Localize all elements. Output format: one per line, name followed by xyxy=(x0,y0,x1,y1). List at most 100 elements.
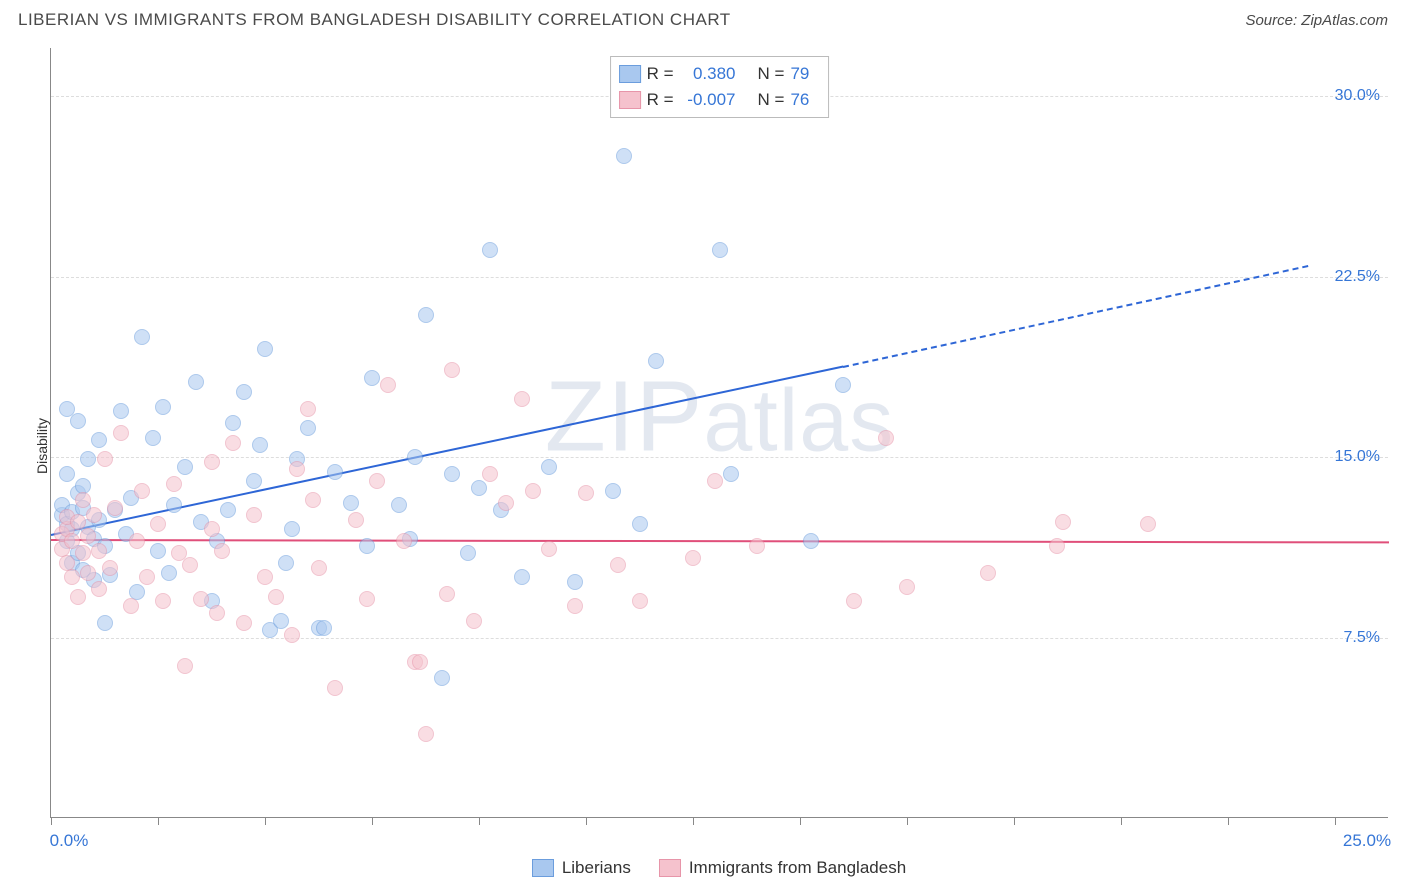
data-point xyxy=(648,353,664,369)
data-point xyxy=(204,521,220,537)
data-point xyxy=(343,495,359,511)
legend-label: Immigrants from Bangladesh xyxy=(689,858,906,878)
data-point xyxy=(166,476,182,492)
data-point xyxy=(182,557,198,573)
x-tick xyxy=(1121,817,1122,825)
data-point xyxy=(567,598,583,614)
gridline xyxy=(51,457,1388,458)
data-point xyxy=(899,579,915,595)
r-value: -0.007 xyxy=(680,87,736,113)
data-point xyxy=(391,497,407,513)
data-point xyxy=(749,538,765,554)
y-axis-label: Disability xyxy=(34,418,50,474)
x-tick xyxy=(907,817,908,825)
data-point xyxy=(434,670,450,686)
data-point xyxy=(139,569,155,585)
data-point xyxy=(284,627,300,643)
data-point xyxy=(359,538,375,554)
data-point xyxy=(171,545,187,561)
data-point xyxy=(616,148,632,164)
data-point xyxy=(439,586,455,602)
data-point xyxy=(70,589,86,605)
data-point xyxy=(225,435,241,451)
x-tick xyxy=(800,817,801,825)
data-point xyxy=(567,574,583,590)
data-point xyxy=(70,514,86,530)
data-point xyxy=(632,593,648,609)
x-tick xyxy=(265,817,266,825)
x-tick xyxy=(1228,817,1229,825)
data-point xyxy=(150,516,166,532)
x-tick xyxy=(586,817,587,825)
data-point xyxy=(846,593,862,609)
trend-line xyxy=(843,265,1309,368)
data-point xyxy=(498,495,514,511)
data-point xyxy=(102,560,118,576)
data-point xyxy=(204,454,220,470)
plot-area: ZIPatlas R =0.380N =79R =-0.007N =76 7.5… xyxy=(50,48,1388,818)
data-point xyxy=(284,521,300,537)
bottom-legend: LiberiansImmigrants from Bangladesh xyxy=(50,858,1388,878)
r-label: R = xyxy=(647,61,674,87)
data-point xyxy=(407,449,423,465)
data-point xyxy=(482,242,498,258)
x-tick xyxy=(158,817,159,825)
legend-item: Immigrants from Bangladesh xyxy=(659,858,906,878)
chart-title: LIBERIAN VS IMMIGRANTS FROM BANGLADESH D… xyxy=(18,10,731,30)
gridline xyxy=(51,638,1388,639)
data-point xyxy=(289,461,305,477)
data-point xyxy=(107,500,123,516)
data-point xyxy=(97,615,113,631)
data-point xyxy=(418,726,434,742)
data-point xyxy=(64,569,80,585)
data-point xyxy=(316,620,332,636)
data-point xyxy=(305,492,321,508)
data-point xyxy=(471,480,487,496)
source-label: Source: ZipAtlas.com xyxy=(1245,12,1388,29)
data-point xyxy=(209,605,225,621)
data-point xyxy=(525,483,541,499)
n-label: N = xyxy=(758,87,785,113)
data-point xyxy=(300,401,316,417)
data-point xyxy=(380,377,396,393)
x-min-label: 0.0% xyxy=(50,831,89,851)
data-point xyxy=(134,329,150,345)
data-point xyxy=(707,473,723,489)
data-point xyxy=(396,533,412,549)
data-point xyxy=(86,507,102,523)
data-point xyxy=(466,613,482,629)
stats-row: R =-0.007N =76 xyxy=(619,87,821,113)
data-point xyxy=(236,384,252,400)
data-point xyxy=(278,555,294,571)
n-value: 76 xyxy=(790,87,820,113)
x-tick xyxy=(372,817,373,825)
data-point xyxy=(59,466,75,482)
data-point xyxy=(177,459,193,475)
r-value: 0.380 xyxy=(680,61,736,87)
data-point xyxy=(1140,516,1156,532)
data-point xyxy=(878,430,894,446)
data-point xyxy=(364,370,380,386)
data-point xyxy=(311,560,327,576)
data-point xyxy=(803,533,819,549)
data-point xyxy=(113,403,129,419)
data-point xyxy=(1049,538,1065,554)
data-point xyxy=(252,437,268,453)
legend-swatch xyxy=(659,859,681,877)
data-point xyxy=(300,420,316,436)
data-point xyxy=(188,374,204,390)
data-point xyxy=(80,528,96,544)
y-tick-label: 15.0% xyxy=(1335,448,1380,466)
data-point xyxy=(80,451,96,467)
data-point xyxy=(220,502,236,518)
x-tick xyxy=(479,817,480,825)
data-point xyxy=(80,565,96,581)
trend-line xyxy=(51,539,1389,543)
x-tick xyxy=(1014,817,1015,825)
data-point xyxy=(482,466,498,482)
data-point xyxy=(123,598,139,614)
data-point xyxy=(246,473,262,489)
data-point xyxy=(412,654,428,670)
data-point xyxy=(578,485,594,501)
data-point xyxy=(605,483,621,499)
